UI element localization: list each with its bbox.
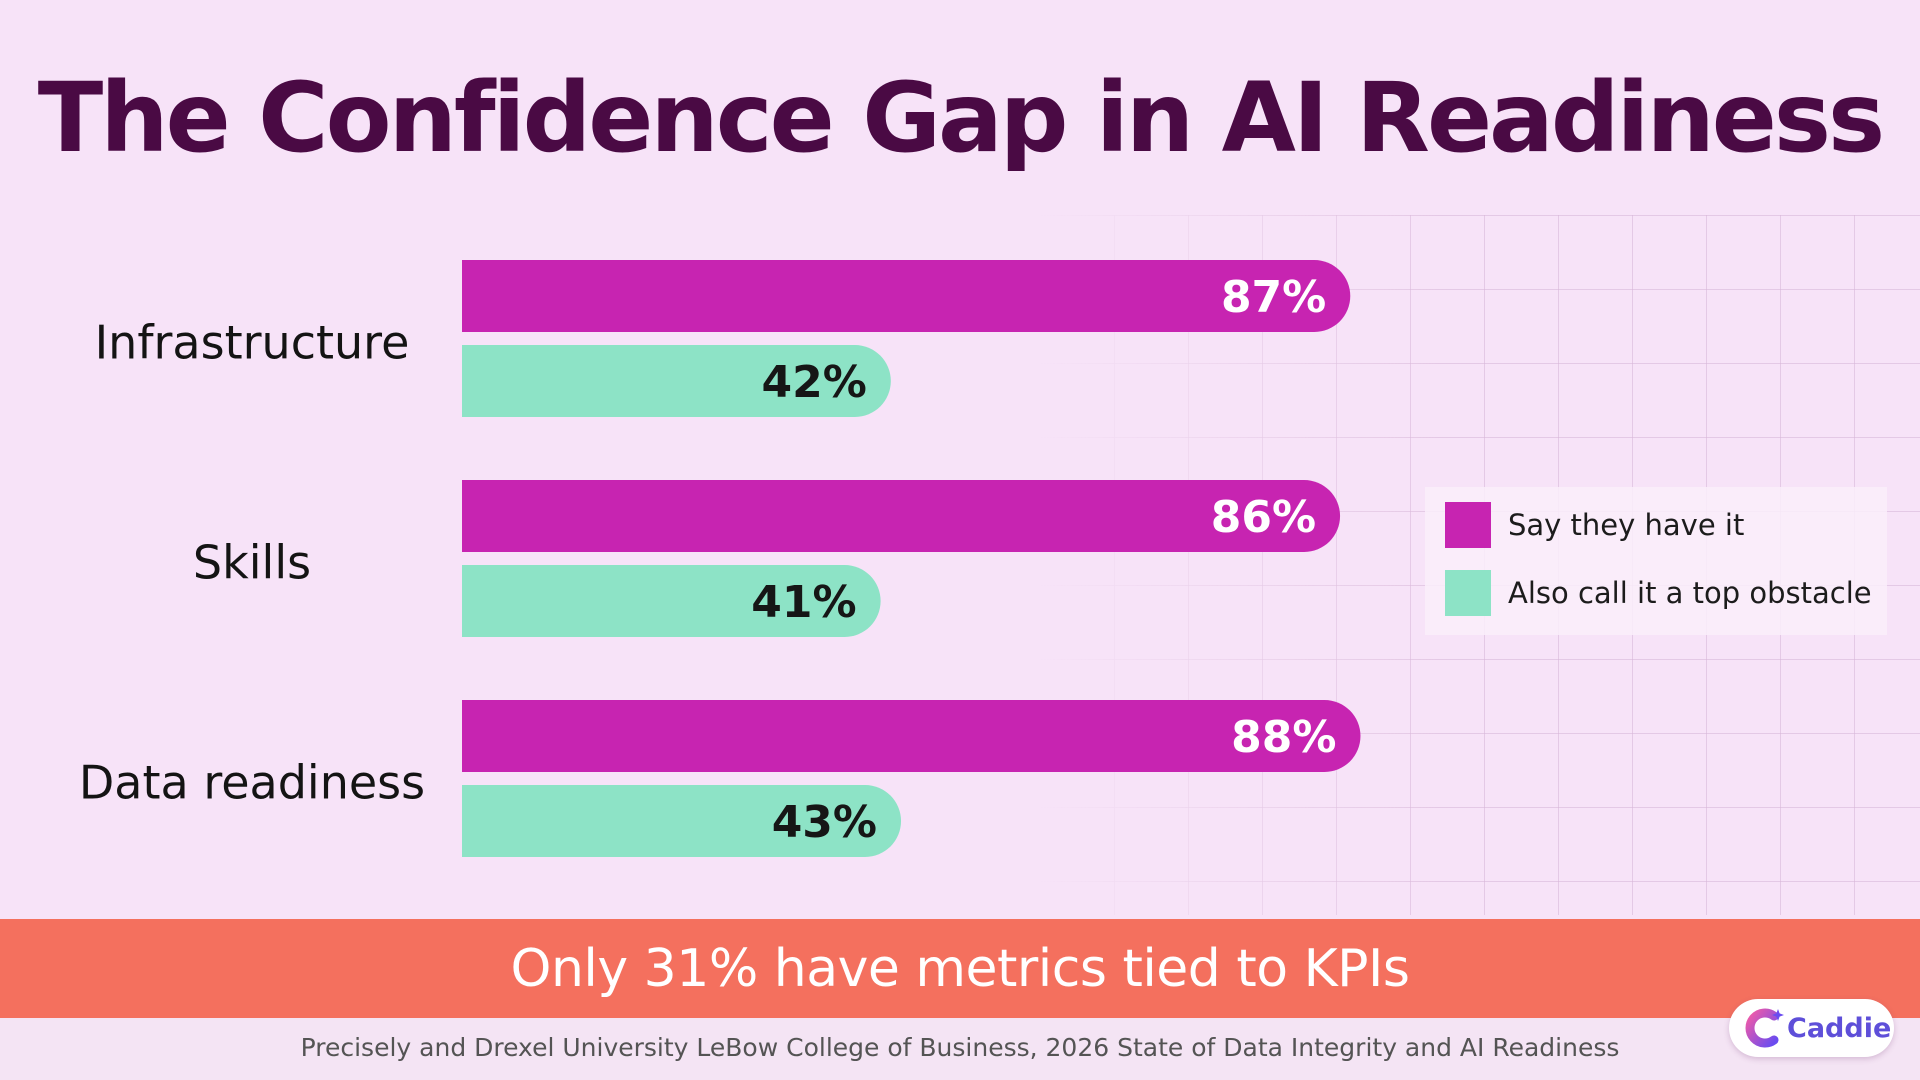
chart-title: The Confidence Gap in AI Readiness (37, 62, 1885, 174)
bar-say-they-have-it (462, 260, 1351, 332)
category-label: Skills (193, 536, 311, 590)
legend-swatch-have-it (1445, 502, 1491, 548)
logo-text: Caddie (1787, 1012, 1892, 1044)
legend-item-obstacle: Also call it a top obstacle (1445, 570, 1872, 616)
bar-value-label: 42% (761, 357, 866, 408)
legend-label-have-it: Say they have it (1508, 508, 1745, 542)
kpi-banner: Only 31% have metrics tied to KPIs (0, 919, 1920, 1018)
banner-text: Only 31% have metrics tied to KPIs (510, 938, 1410, 999)
bar-top-obstacle (462, 345, 891, 417)
footer (0, 1018, 1920, 1080)
legend-swatch-obstacle (1445, 570, 1491, 616)
bar-value-label: 88% (1231, 712, 1336, 763)
legend-item-have-it: Say they have it (1445, 502, 1744, 548)
bar-value-label: 43% (772, 797, 877, 848)
bar-value-label: 87% (1221, 272, 1326, 323)
category-label: Data readiness (79, 756, 425, 810)
caddie-logo: Caddie (1729, 999, 1894, 1057)
bar-say-they-have-it (462, 480, 1341, 552)
bar-say-they-have-it (462, 700, 1361, 772)
source-citation: Precisely and Drexel University LeBow Co… (300, 1033, 1620, 1062)
legend-label-obstacle: Also call it a top obstacle (1508, 576, 1872, 610)
legend: Say they have it Also call it a top obst… (1425, 487, 1887, 635)
caddie-logo-icon (1745, 1008, 1784, 1048)
category-label: Infrastructure (95, 316, 410, 370)
bar-top-obstacle (462, 565, 881, 637)
bar-value-label: 41% (751, 577, 856, 628)
bar-top-obstacle (462, 785, 902, 857)
bar-value-label: 86% (1211, 492, 1316, 543)
